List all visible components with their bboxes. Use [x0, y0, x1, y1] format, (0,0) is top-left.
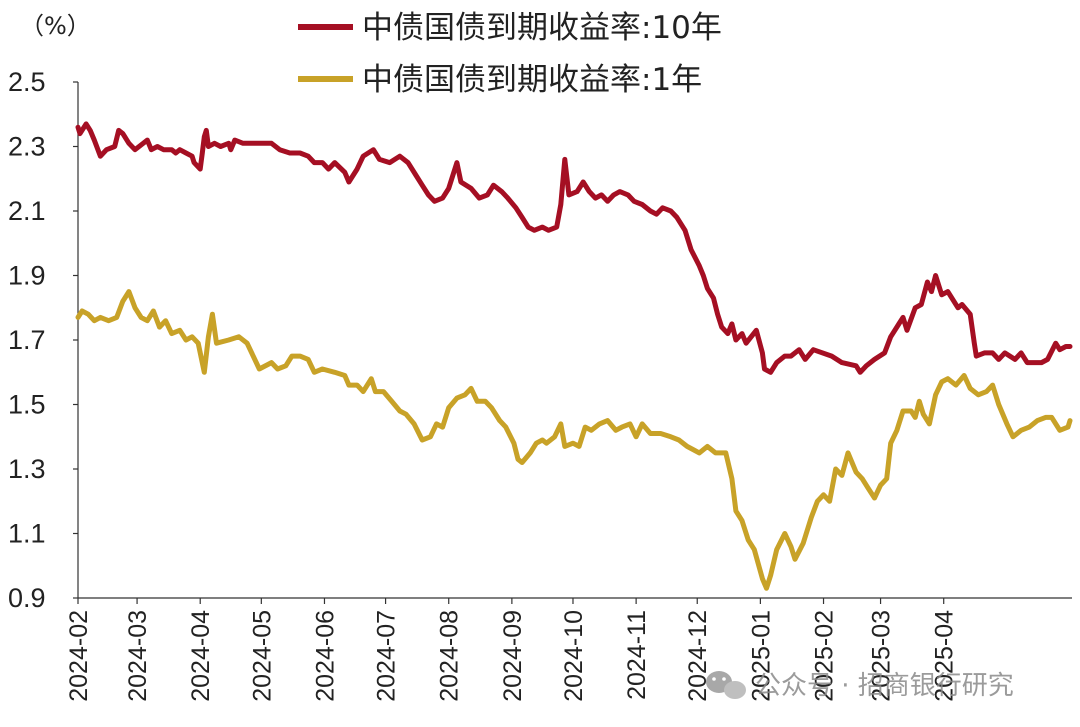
y-tick-label: 2.3 — [8, 132, 46, 162]
x-tick-label: 2024-11 — [623, 610, 651, 700]
y-axis: 2.5 2.3 2.1 1.9 1.7 1.5 1.3 1.1 0.9 — [8, 67, 78, 613]
y-tick-label: 1.7 — [8, 325, 46, 355]
y-tick-label: 2.5 — [8, 67, 46, 97]
y-tick-label: 2.1 — [8, 196, 46, 226]
x-axis: 2024-02 2024-03 2024-04 2024-05 2024-06 2024-… — [65, 598, 959, 702]
x-tick-label: 2024-09 — [499, 610, 527, 702]
x-tick-label: 2024-08 — [436, 610, 464, 702]
x-tick-label: 2024-10 — [560, 610, 588, 702]
x-tick-label: 2025-04 — [931, 610, 959, 702]
y-tick-label: 0.9 — [8, 583, 46, 613]
x-tick-label: 2024-07 — [373, 610, 401, 702]
x-tick-label: 2024-12 — [684, 610, 712, 702]
legend: 中债国债到期收益率:10年 中债国债到期收益率:1年 — [298, 10, 722, 98]
y-axis-unit-label: （%） — [20, 12, 91, 40]
y-tick-label: 1.5 — [8, 390, 46, 420]
legend-label-10y: 中债国债到期收益率:10年 — [362, 10, 722, 46]
series-line-1y — [75, 289, 1073, 591]
x-tick-label: 2025-03 — [868, 610, 896, 702]
watermark-text: 公众号 · 招商银行研究 — [755, 671, 1014, 701]
x-tick-label: 2025-01 — [747, 610, 775, 702]
x-tick-label: 2024-06 — [311, 610, 339, 702]
plot-area — [75, 121, 1073, 591]
x-tick-label: 2024-03 — [124, 610, 152, 702]
x-tick-label: 2024-04 — [187, 610, 215, 702]
x-tick-label: 2024-02 — [65, 610, 93, 702]
series-line-10y — [75, 121, 1073, 375]
y-tick-label: 1.1 — [8, 519, 46, 549]
x-tick-label: 2025-02 — [811, 610, 839, 702]
watermark: 公众号 · 招商银行研究 — [706, 671, 1014, 701]
legend-label-1y: 中债国债到期收益率:1年 — [362, 62, 702, 98]
wechat-icon — [706, 671, 746, 699]
y-tick-label: 1.3 — [8, 454, 46, 484]
y-tick-label: 1.9 — [8, 261, 46, 291]
x-tick-label: 2024-05 — [248, 610, 276, 702]
